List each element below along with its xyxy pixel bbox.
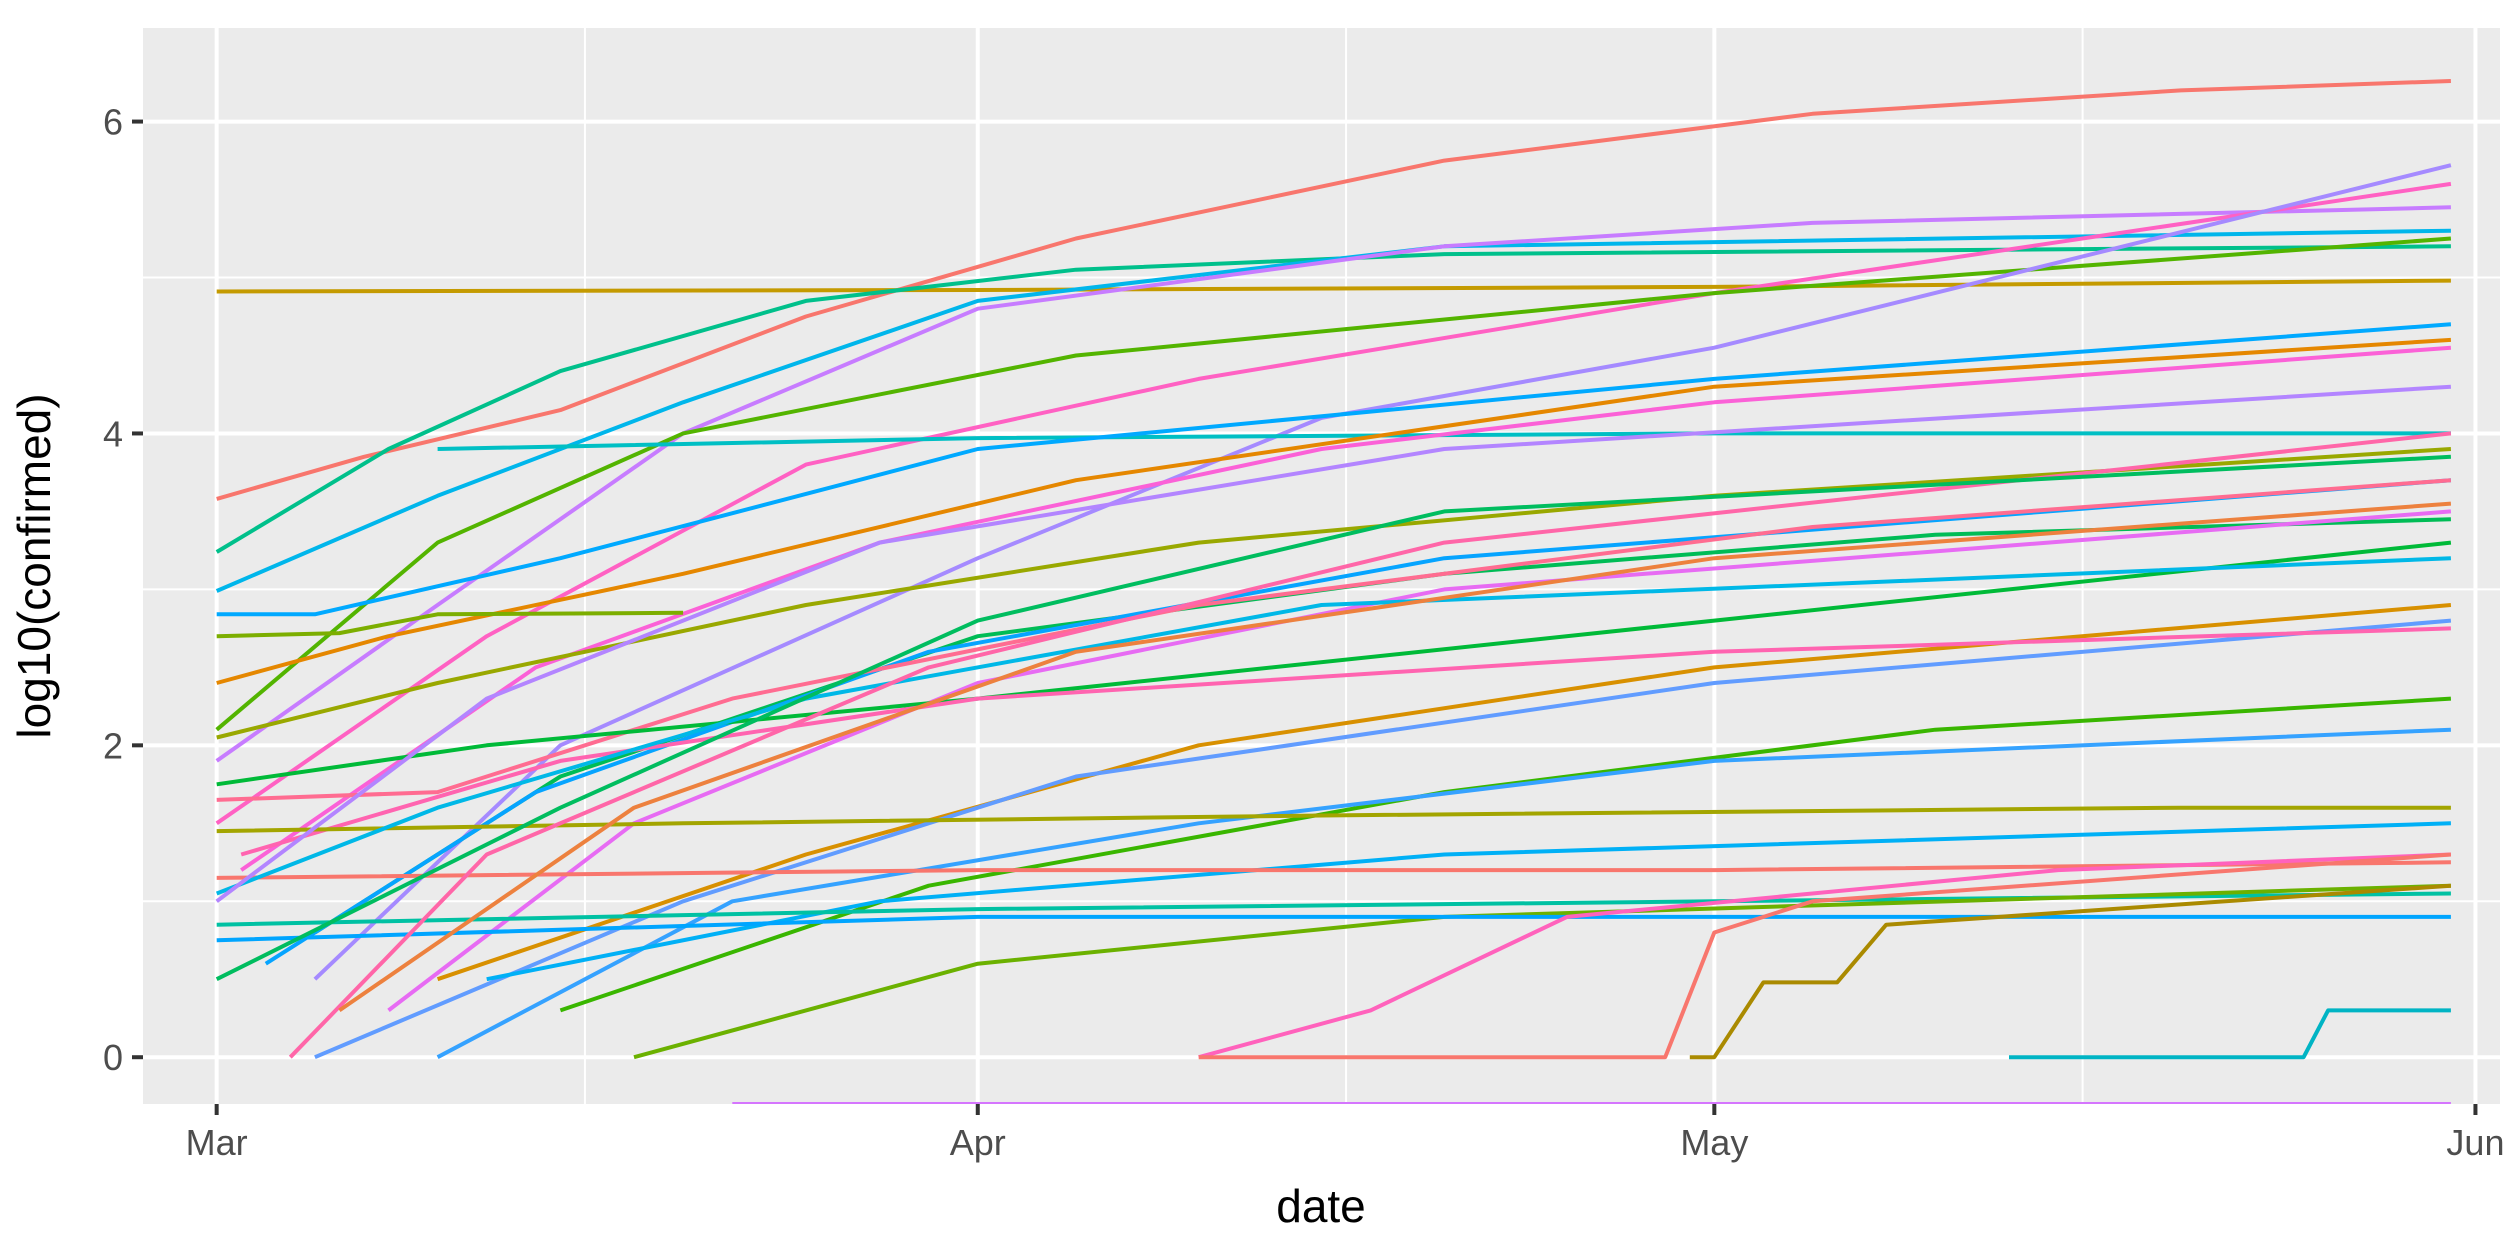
series-line xyxy=(240,626,2451,857)
series-line xyxy=(338,501,2452,1013)
y-tick-label: 4 xyxy=(103,413,123,454)
series-line xyxy=(216,337,2452,685)
series-line xyxy=(215,236,2452,732)
y-axis-title: log10(confirmed) xyxy=(8,393,60,738)
series-line xyxy=(486,821,2451,982)
series-line xyxy=(215,244,2451,554)
y-tick-label: 0 xyxy=(103,1037,123,1078)
series-line xyxy=(1198,852,2452,1060)
series-line xyxy=(1689,883,2452,1060)
series-line xyxy=(1198,852,2451,1060)
series-line xyxy=(387,509,2452,1012)
series-lines xyxy=(215,79,2452,1104)
x-tick-label: May xyxy=(1680,1122,1748,1163)
series-line xyxy=(216,278,2451,294)
y-tick-label: 6 xyxy=(103,102,123,143)
series-line xyxy=(215,228,2451,593)
series-line xyxy=(215,181,2452,825)
series-line xyxy=(240,345,2452,872)
series-line xyxy=(216,478,2452,802)
series-line xyxy=(436,603,2452,982)
axis-ticks xyxy=(132,119,2478,1115)
series-line xyxy=(314,618,2452,1060)
series-line xyxy=(437,431,2451,451)
x-tick-label: Mar xyxy=(186,1122,248,1163)
series-line xyxy=(216,914,2451,943)
series-line xyxy=(215,205,2451,763)
x-tick-label: Apr xyxy=(950,1122,1006,1163)
axis-tick-labels: 0 2 4 6 Mar Apr May Jun xyxy=(103,102,2505,1163)
y-tick-label: 2 xyxy=(103,725,123,766)
series-line xyxy=(216,79,2451,501)
series-line xyxy=(216,860,2451,880)
series-line xyxy=(288,431,2452,1059)
x-axis-title: date xyxy=(1276,1180,1366,1232)
series-line xyxy=(216,610,684,639)
series-line xyxy=(215,384,2452,903)
series-line xyxy=(216,447,2452,740)
series-line xyxy=(216,322,2452,617)
series-line xyxy=(215,454,2452,981)
series-line xyxy=(633,883,2451,1060)
plot-panel xyxy=(143,28,2500,1104)
x-tick-label: Jun xyxy=(2446,1122,2504,1163)
series-line xyxy=(2009,1008,2451,1060)
series-line xyxy=(436,727,2451,1059)
